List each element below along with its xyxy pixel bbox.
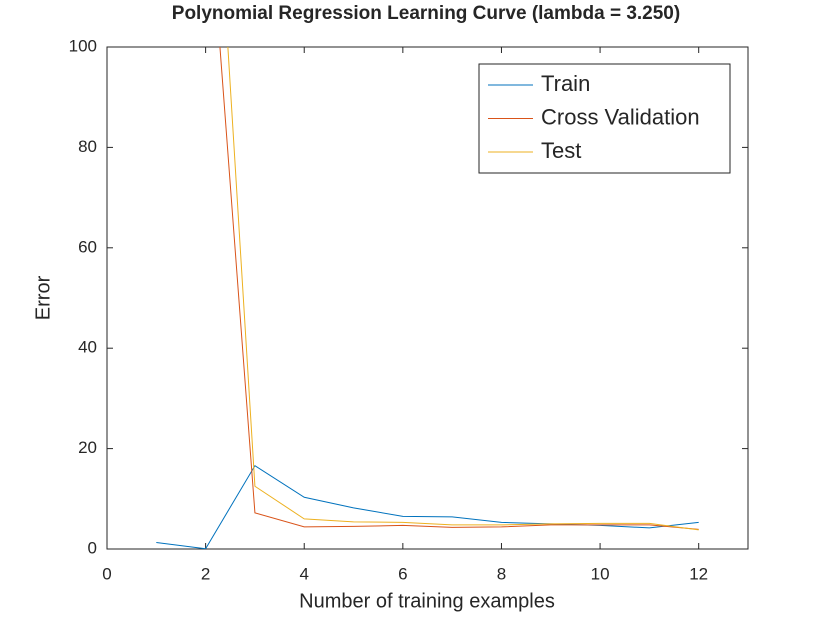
legend: Train Cross Validation Test: [478, 63, 731, 174]
y-tick-label: 60: [78, 237, 97, 256]
y-tick-label: 80: [78, 137, 97, 156]
x-tick-label: 0: [102, 564, 111, 583]
series-line: [227, 47, 699, 531]
plot-area: [156, 47, 699, 549]
y-tick-label: 20: [78, 438, 97, 457]
x-tick-label: 2: [201, 564, 210, 583]
y-axis-label: Error: [32, 275, 54, 320]
legend-label: Test: [541, 138, 581, 163]
y-tick-label: 100: [69, 36, 97, 55]
x-tick-label: 12: [689, 564, 708, 583]
x-tick-label: 4: [299, 564, 308, 583]
x-tick-label: 8: [497, 564, 506, 583]
plot-frame: [106, 46, 749, 550]
legend-label: Cross Validation: [541, 104, 700, 129]
x-axis-label: Number of training examples: [299, 590, 555, 612]
x-tick-label: 6: [398, 564, 407, 583]
y-tick-label: 40: [78, 338, 97, 357]
x-tick-label: 10: [591, 564, 610, 583]
series-line: [156, 464, 699, 549]
chart-title: Polynomial Regression Learning Curve (la…: [172, 3, 680, 24]
legend-label: Train: [541, 71, 590, 96]
series-line: [219, 47, 699, 530]
y-tick-label: 0: [88, 538, 97, 557]
